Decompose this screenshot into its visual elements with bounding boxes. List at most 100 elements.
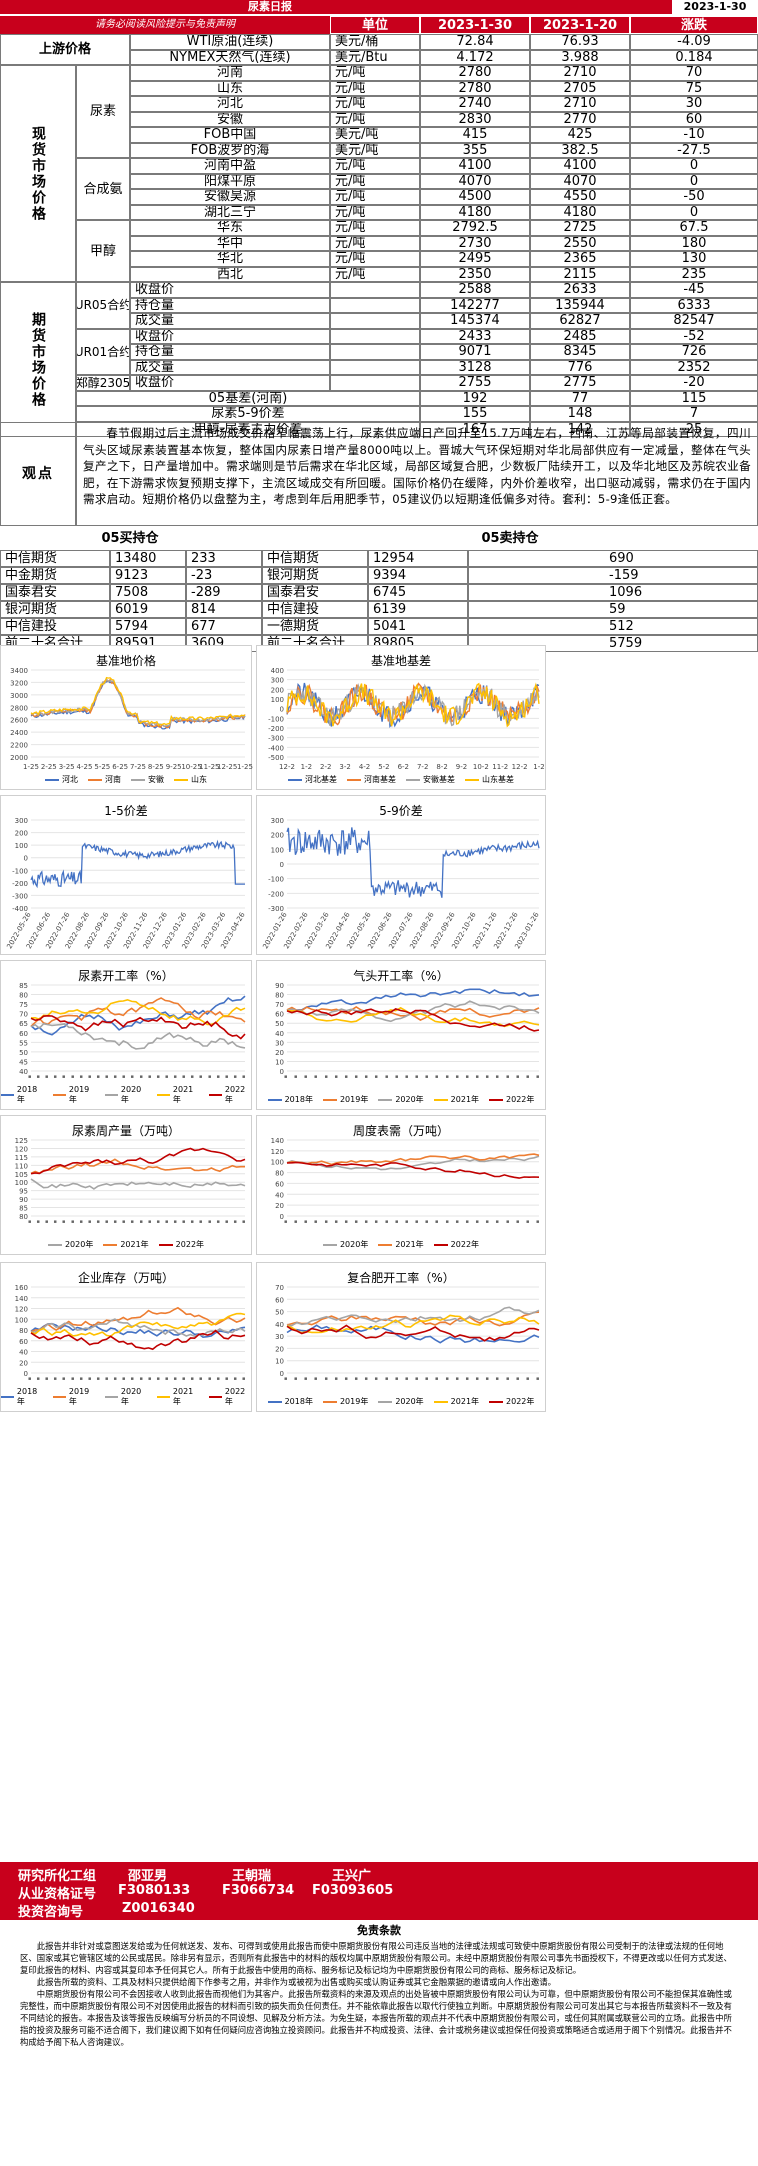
x-tick-mark: ▪ [36, 1220, 42, 1223]
x-tick-mark: ▪ [181, 1377, 187, 1380]
x-tick-mark: ▪ [44, 1220, 50, 1223]
series-line [286, 1306, 540, 1327]
y-tick-label: 20 [275, 1049, 284, 1057]
x-tick-mark: ▪ [155, 1377, 161, 1380]
futures-section-label: 期货市场价格 [0, 282, 76, 437]
series-line [286, 1006, 540, 1022]
spot-item: 安徽 [130, 111, 330, 127]
value-change: 130 [630, 251, 758, 267]
x-tick-label: 1-2 [533, 763, 544, 771]
y-tick-label: 20 [19, 1359, 28, 1367]
y-tick-label: 40 [275, 1030, 284, 1038]
x-tick-mark: ▪ [138, 1075, 144, 1078]
x-tick-mark: ▪ [61, 1220, 67, 1223]
y-tick-label: -100 [268, 715, 284, 723]
x-tick-mark: ▪ [155, 1075, 161, 1078]
y-tick-label: 55 [19, 1039, 28, 1047]
value-date1: 2755 [420, 375, 530, 391]
x-tick-mark: ▪ [78, 1377, 84, 1380]
y-tick-label: 200 [271, 686, 284, 694]
chart-title: 5-9价差 [379, 804, 423, 818]
x-tick-mark: ▪ [495, 1220, 501, 1223]
legend-swatch [433, 1400, 448, 1403]
legend-swatch [158, 1243, 173, 1246]
y-tick-label: 80 [275, 1170, 284, 1178]
y-tick-label: 80 [19, 1327, 28, 1335]
x-tick-mark: ▪ [374, 1220, 380, 1223]
y-tick-label: 0 [280, 1068, 284, 1076]
x-tick-mark: ▪ [53, 1220, 59, 1223]
legend-swatch [103, 1243, 118, 1246]
x-tick-mark: ▪ [394, 1075, 400, 1078]
chart-title: 复合肥开工率（%） [347, 1271, 455, 1285]
report-date: 2023-1-30 [672, 0, 758, 14]
analyst-id-3: F03093605 [312, 1883, 394, 1898]
y-tick-label: 85 [19, 1205, 28, 1213]
disclaimer-body: 此报告并非针对或意图送发给或为任何就送发、发布、可得到或使用此报告而使中原期货股… [20, 1940, 740, 2048]
x-tick-label: 10-25 [181, 763, 201, 771]
legend-swatch [131, 778, 145, 781]
legend-item: 2022年 [209, 1387, 251, 1407]
y-tick-label: 30 [275, 1039, 284, 1047]
x-tick-label: 5-25 [94, 763, 110, 771]
legend-swatch [378, 1098, 393, 1101]
x-tick-mark: ▪ [70, 1075, 76, 1078]
x-tick-mark: ▪ [313, 1377, 319, 1380]
legend-label: 安徽基差 [423, 775, 455, 784]
value-change: 70 [630, 65, 758, 81]
x-tick-mark: ▪ [61, 1075, 67, 1078]
chart-legend: 2018年 2019年 2020年 2021年 2022年 [257, 1094, 545, 1105]
legend-swatch [489, 1098, 504, 1101]
x-tick-label: 4-25 [77, 763, 93, 771]
x-tick-mark: ▪ [155, 1220, 161, 1223]
chart-svg: 3002001000-100-200-3002022-01-262022-02-… [261, 817, 541, 950]
spot-item: FOB中国 [130, 127, 330, 143]
spot-item: 华东 [130, 220, 330, 236]
y-tick-label: 70 [275, 1284, 284, 1292]
y-tick-label: 400 [271, 667, 284, 675]
y-tick-label: 0 [24, 855, 28, 863]
buy-change: 814 [186, 601, 262, 618]
y-tick-label: 40 [275, 1191, 284, 1199]
unit-cell: 元/吨 [330, 65, 420, 81]
value-change: 67.5 [630, 220, 758, 236]
x-tick-mark: ▪ [113, 1075, 119, 1078]
legend-label: 2021年 [450, 1397, 480, 1406]
y-tick-label: 2000 [10, 754, 28, 762]
x-tick-mark: ▪ [384, 1377, 390, 1380]
x-tick-mark: ▪ [198, 1377, 204, 1380]
legend-label: 2020年 [64, 1240, 94, 1249]
value-date1: 2780 [420, 65, 530, 81]
spot-group-label: 合成氨 [76, 158, 130, 220]
y-tick-label: 60 [275, 1296, 284, 1304]
value-date2: 2710 [530, 96, 630, 112]
series-line [30, 1312, 246, 1338]
legend-item: 2018年 [267, 1094, 313, 1105]
value-change: -27.5 [630, 142, 758, 158]
chart-legend: 河北基差 河南基差 安徽基差 山东基差 [257, 774, 545, 785]
y-tick-label: 140 [15, 1295, 28, 1303]
y-tick-label: 95 [19, 1188, 28, 1196]
value-change: 115 [630, 390, 758, 406]
x-tick-mark: ▪ [333, 1377, 339, 1380]
x-tick-label: 4-2 [359, 763, 370, 771]
legend-item: 2019年 [53, 1387, 95, 1407]
x-tick-mark: ▪ [444, 1075, 450, 1078]
x-tick-mark: ▪ [147, 1377, 153, 1380]
legend-label: 2020年 [395, 1095, 424, 1104]
chart-title: 基准地基差 [370, 654, 431, 668]
team-label-2: 从业资格证号 [18, 1887, 97, 1902]
chart-title: 尿素开工率（%） [78, 969, 174, 983]
value-date1: 142277 [420, 297, 530, 313]
y-tick-label: 40 [275, 1321, 284, 1329]
unit-cell: 元/吨 [330, 204, 420, 220]
x-tick-mark: ▪ [434, 1377, 440, 1380]
y-tick-label: 60 [19, 1338, 28, 1346]
x-tick-mark: ▪ [515, 1377, 521, 1380]
buy-change: 233 [186, 550, 262, 567]
risk-disclaimer-link[interactable]: 请务必阅读风险提示与免责声明 [0, 16, 330, 34]
x-tick-mark: ▪ [464, 1220, 470, 1223]
x-tick-mark: ▪ [303, 1377, 309, 1380]
x-tick-mark: ▪ [323, 1220, 329, 1223]
weekly-demand-chart: 周度表需（万吨） 140 120 100 80 60 40 20 0 ▪ ▪ ▪ ▪ ▪ ▪ ▪ ▪ ▪ ▪ ▪ ▪ ▪ ▪… [256, 1115, 546, 1255]
